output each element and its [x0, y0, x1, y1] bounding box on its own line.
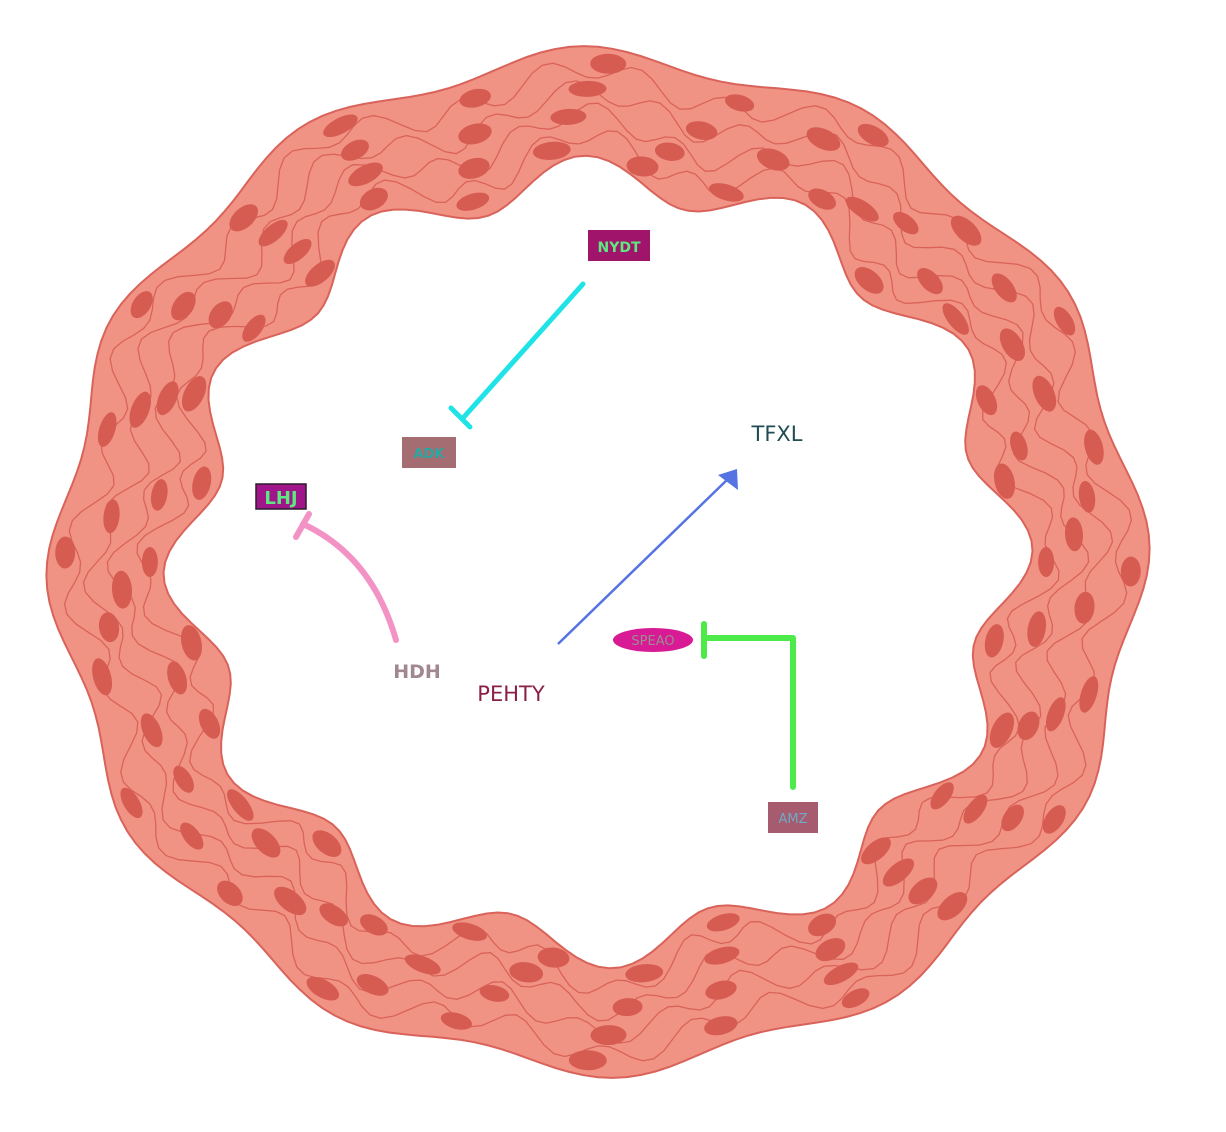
node-amz-label: AMZ: [778, 812, 807, 827]
cell-nucleus: [1038, 547, 1054, 577]
edge-line: [463, 284, 583, 418]
node-lhj[interactable]: LHJ: [256, 484, 306, 509]
cell-layer-ring: [46, 46, 1149, 1078]
cell-nucleus: [142, 547, 158, 577]
edge-line: [558, 476, 731, 644]
node-nydt-label: NYDT: [597, 240, 640, 256]
node-hdh[interactable]: HDH: [393, 661, 441, 683]
node-speao[interactable]: SPEAO: [613, 628, 693, 652]
node-tfxl-label: TFXL: [751, 422, 803, 446]
node-pehty-label: PEHTY: [477, 682, 545, 706]
edge-line: [303, 524, 396, 640]
node-nydt[interactable]: NYDT: [588, 230, 650, 261]
node-hdh-label: HDH: [393, 661, 441, 683]
tissue-ring: [46, 46, 1149, 1078]
cell-nuclei: [55, 53, 1141, 1070]
node-amz[interactable]: AMZ: [768, 802, 818, 833]
edge-pehty-activates-tfxl: [558, 469, 738, 644]
node-tfxl[interactable]: TFXL: [751, 422, 803, 446]
node-lhj-label: LHJ: [264, 488, 297, 509]
edge-hdh-inhibits-lhj: [296, 514, 396, 640]
node-adk-label: ADK: [414, 447, 446, 462]
node-adk[interactable]: ADK: [402, 437, 456, 468]
edge-amz-inhibits-speao: [704, 624, 793, 787]
edge-nydt-inhibits-adk: [451, 284, 583, 427]
node-speao-label: SPEAO: [631, 634, 674, 649]
edge-line: [706, 638, 793, 787]
node-pehty[interactable]: PEHTY: [477, 682, 545, 706]
